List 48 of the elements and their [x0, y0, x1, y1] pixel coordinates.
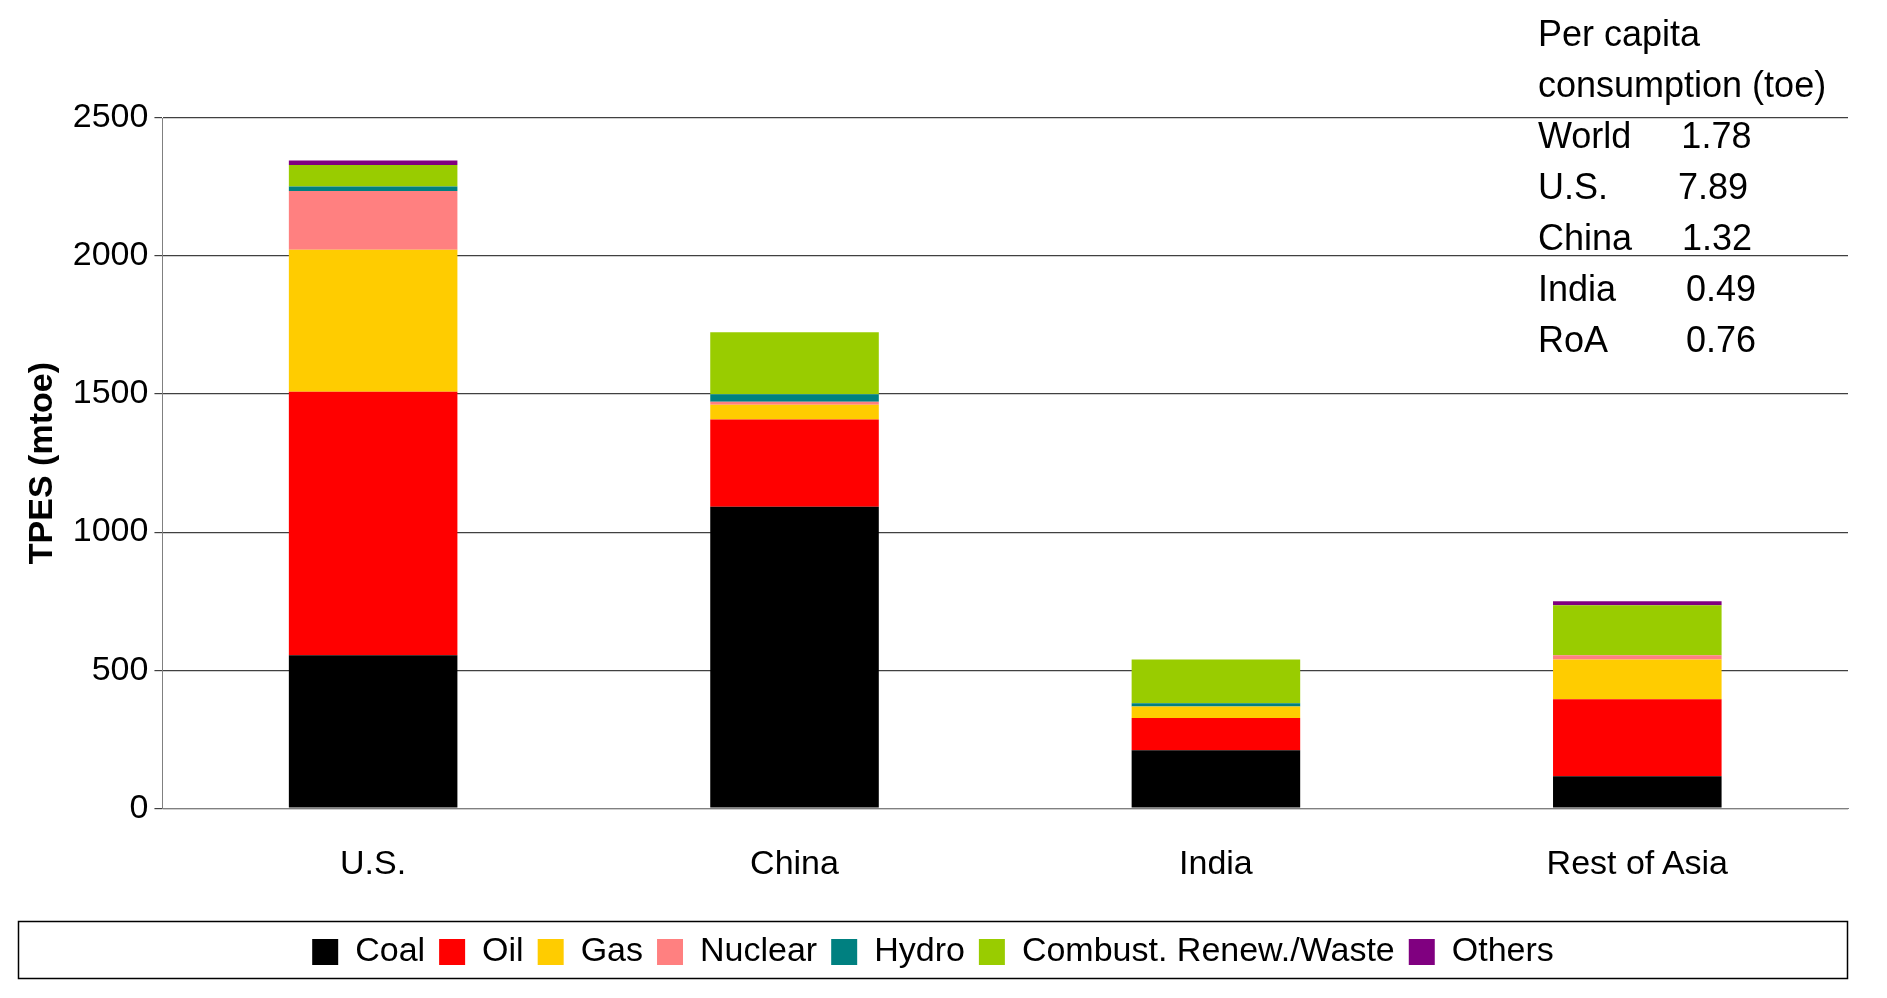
legend-label: Coal	[355, 930, 426, 969]
legend-label: Nuclear	[700, 930, 818, 969]
bar	[288, 655, 458, 808]
bar	[710, 394, 879, 402]
annotation: U.S. 7.89	[1538, 165, 1750, 209]
legend-label: Others	[1451, 930, 1554, 969]
bar	[1553, 659, 1722, 700]
legend-label: Combust. Renew./Waste	[1021, 930, 1395, 969]
y-tick-label: 1500	[72, 372, 149, 411]
bar	[1553, 699, 1722, 777]
bar	[1131, 750, 1301, 808]
legend-label: Hydro	[874, 930, 965, 969]
annotation: World 1.78	[1538, 114, 1753, 158]
annotation: China 1.32	[1538, 216, 1754, 260]
bar	[1131, 706, 1301, 718]
y-tick-label: 2500	[72, 96, 149, 135]
annotation: RoA 0.76	[1538, 318, 1758, 362]
text: Per capita consumption (toe)	[1538, 12, 1828, 107]
bar	[710, 419, 879, 507]
x-tick-label: India	[1179, 842, 1253, 881]
y-tick-label: 1000	[72, 510, 149, 549]
bar	[1553, 605, 1722, 656]
annotation: India 0.49	[1538, 267, 1758, 311]
bar	[1131, 659, 1301, 704]
bar	[1553, 601, 1722, 606]
bar	[288, 164, 458, 187]
y-tick-label: 2000	[72, 234, 149, 273]
legend-label: Oil	[482, 930, 524, 969]
bar	[1131, 717, 1301, 751]
x-tick-label: Rest of Asia	[1546, 842, 1729, 881]
bar	[288, 391, 458, 656]
legend-label: Gas	[580, 930, 644, 969]
bar	[1553, 655, 1722, 660]
bar	[288, 190, 458, 250]
bar	[288, 186, 458, 191]
x-tick-label: China	[750, 842, 840, 881]
y-tick-label: 500	[91, 648, 149, 687]
bar	[710, 332, 879, 395]
bar	[1131, 703, 1301, 707]
bar	[710, 401, 879, 405]
bar	[288, 249, 458, 392]
x-tick-label: U.S.	[340, 842, 407, 881]
y-axis-title: TPES (mtoe)	[20, 362, 59, 565]
bar	[1553, 776, 1722, 808]
y-tick-label: 0	[129, 786, 149, 825]
bar	[288, 160, 458, 165]
bar	[710, 404, 879, 420]
bar	[710, 506, 879, 808]
